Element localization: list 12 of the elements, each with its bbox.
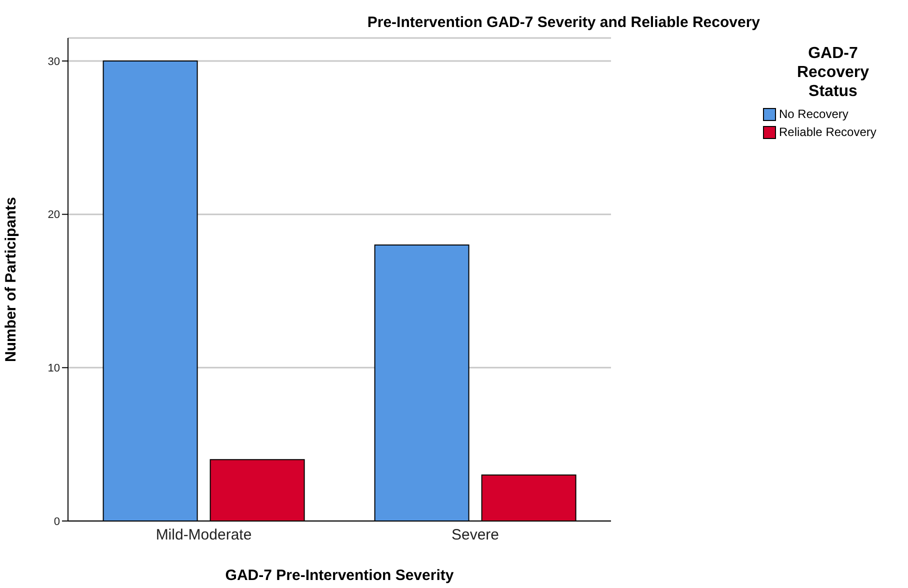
y-axis-title: Number of Participants — [2, 196, 20, 362]
y-tick-label: 0 — [54, 516, 60, 528]
y-tick-label: 30 — [48, 56, 60, 68]
y-tick-label: 10 — [48, 362, 60, 375]
legend-label: Reliable Recovery — [778, 124, 878, 141]
y-tick-label: 20 — [48, 209, 60, 222]
legend-label: No Recovery — [778, 106, 850, 123]
x-tick-label: Mild-Moderate — [156, 526, 252, 544]
x-tick-label: Severe — [451, 526, 500, 544]
x-axis-title: GAD-7 Pre-Intervention Severity — [225, 567, 454, 584]
legend-title: GAD-7 Recovery Status — [796, 44, 870, 101]
chart-title: Pre-Intervention GAD-7 Severity and Reliable Recovery — [366, 14, 760, 31]
